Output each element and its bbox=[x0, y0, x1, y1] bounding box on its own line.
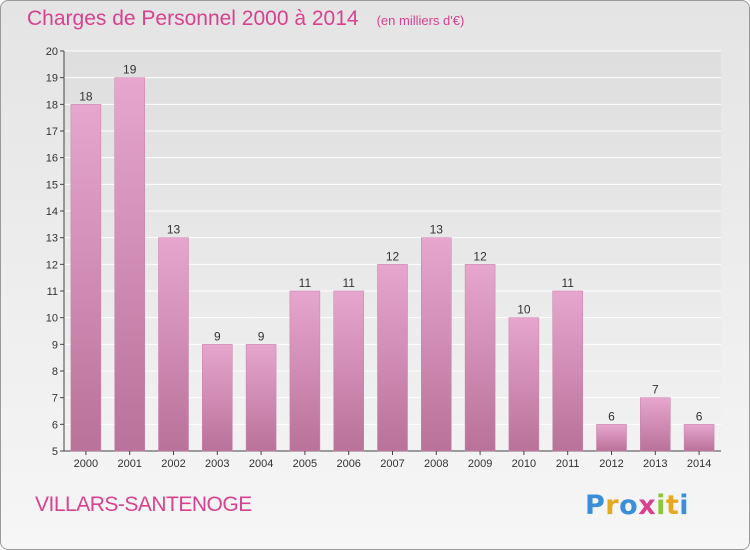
x-tick-label: 2013 bbox=[643, 458, 667, 470]
bar bbox=[683, 424, 715, 452]
bar-value-label: 19 bbox=[123, 63, 137, 77]
bar-value-label: 11 bbox=[299, 276, 312, 290]
chart-title: Charges de Personnel 2000 à 2014 (en mill… bbox=[27, 7, 465, 30]
bar-value-label: 9 bbox=[258, 329, 265, 343]
bar-value-label: 6 bbox=[608, 409, 615, 423]
bar-value-label: 7 bbox=[652, 383, 659, 397]
x-tick-label: 2005 bbox=[293, 458, 317, 470]
chart-subtitle: (en milliers d'€) bbox=[376, 13, 465, 28]
bar-value-label: 11 bbox=[342, 276, 355, 290]
y-tick-label: 6 bbox=[52, 419, 58, 431]
x-tick-label: 2004 bbox=[249, 458, 273, 470]
bar bbox=[114, 77, 145, 452]
y-tick-label: 17 bbox=[46, 126, 58, 138]
bar-value-label: 18 bbox=[79, 89, 93, 103]
x-tick-label: 2006 bbox=[336, 458, 360, 470]
logo-letter: r bbox=[605, 490, 620, 521]
y-tick-label: 10 bbox=[46, 313, 58, 325]
y-tick-label: 12 bbox=[46, 259, 58, 271]
bar bbox=[70, 104, 102, 452]
bar bbox=[640, 397, 671, 452]
bar-value-label: 10 bbox=[517, 303, 531, 317]
y-tick-label: 19 bbox=[46, 73, 58, 85]
y-tick-label: 18 bbox=[46, 99, 58, 111]
bar-value-label: 11 bbox=[561, 276, 574, 290]
x-tick-label: 2007 bbox=[380, 458, 404, 470]
bar-value-label: 12 bbox=[386, 249, 400, 263]
commune-name: VILLARS-SANTENOGE bbox=[35, 493, 252, 516]
x-tick-label: 2009 bbox=[468, 458, 492, 470]
x-tick-label: 2010 bbox=[512, 458, 536, 470]
y-tick-label: 5 bbox=[52, 446, 58, 458]
x-tick-label: 2008 bbox=[424, 458, 448, 470]
bar bbox=[464, 264, 496, 452]
logo-letter: P bbox=[585, 490, 606, 521]
y-tick-label: 7 bbox=[52, 393, 58, 405]
y-tick-label: 13 bbox=[46, 233, 58, 245]
y-tick-label: 16 bbox=[46, 153, 58, 165]
x-tick-label: 2011 bbox=[556, 458, 580, 470]
y-tick-label: 14 bbox=[46, 206, 58, 218]
logo-letter: t bbox=[665, 490, 680, 521]
bar-value-label: 13 bbox=[430, 223, 444, 237]
x-tick-label: 2000 bbox=[74, 458, 98, 470]
bar bbox=[377, 264, 408, 452]
bar bbox=[245, 344, 277, 452]
bar bbox=[202, 344, 233, 452]
bar bbox=[508, 317, 540, 452]
bar-value-label: 9 bbox=[214, 329, 221, 343]
logo-letter: i bbox=[679, 490, 690, 521]
proxiti-logo: Proxiti bbox=[585, 490, 689, 521]
bar-value-label: 12 bbox=[473, 249, 487, 263]
x-tick-label: 2014 bbox=[687, 458, 711, 470]
bar-value-label: 6 bbox=[696, 409, 703, 423]
y-tick-label: 20 bbox=[46, 46, 58, 58]
bar bbox=[421, 237, 452, 452]
bar bbox=[552, 290, 583, 452]
y-tick-label: 15 bbox=[46, 179, 58, 191]
logo-letter: x bbox=[638, 490, 657, 521]
y-tick-label: 9 bbox=[52, 339, 58, 351]
logo-letter: i bbox=[656, 490, 666, 521]
y-tick-label: 11 bbox=[47, 286, 58, 298]
bar bbox=[333, 290, 364, 452]
bar bbox=[596, 424, 627, 452]
bar bbox=[158, 237, 189, 452]
bar-value-label: 13 bbox=[167, 223, 181, 237]
x-tick-label: 2012 bbox=[599, 458, 623, 470]
x-tick-label: 2001 bbox=[117, 458, 141, 470]
y-tick-label: 8 bbox=[52, 366, 58, 378]
bar bbox=[289, 290, 321, 452]
x-tick-label: 2003 bbox=[205, 458, 229, 470]
x-tick-label: 2002 bbox=[161, 458, 185, 470]
logo-letter: o bbox=[619, 490, 639, 521]
